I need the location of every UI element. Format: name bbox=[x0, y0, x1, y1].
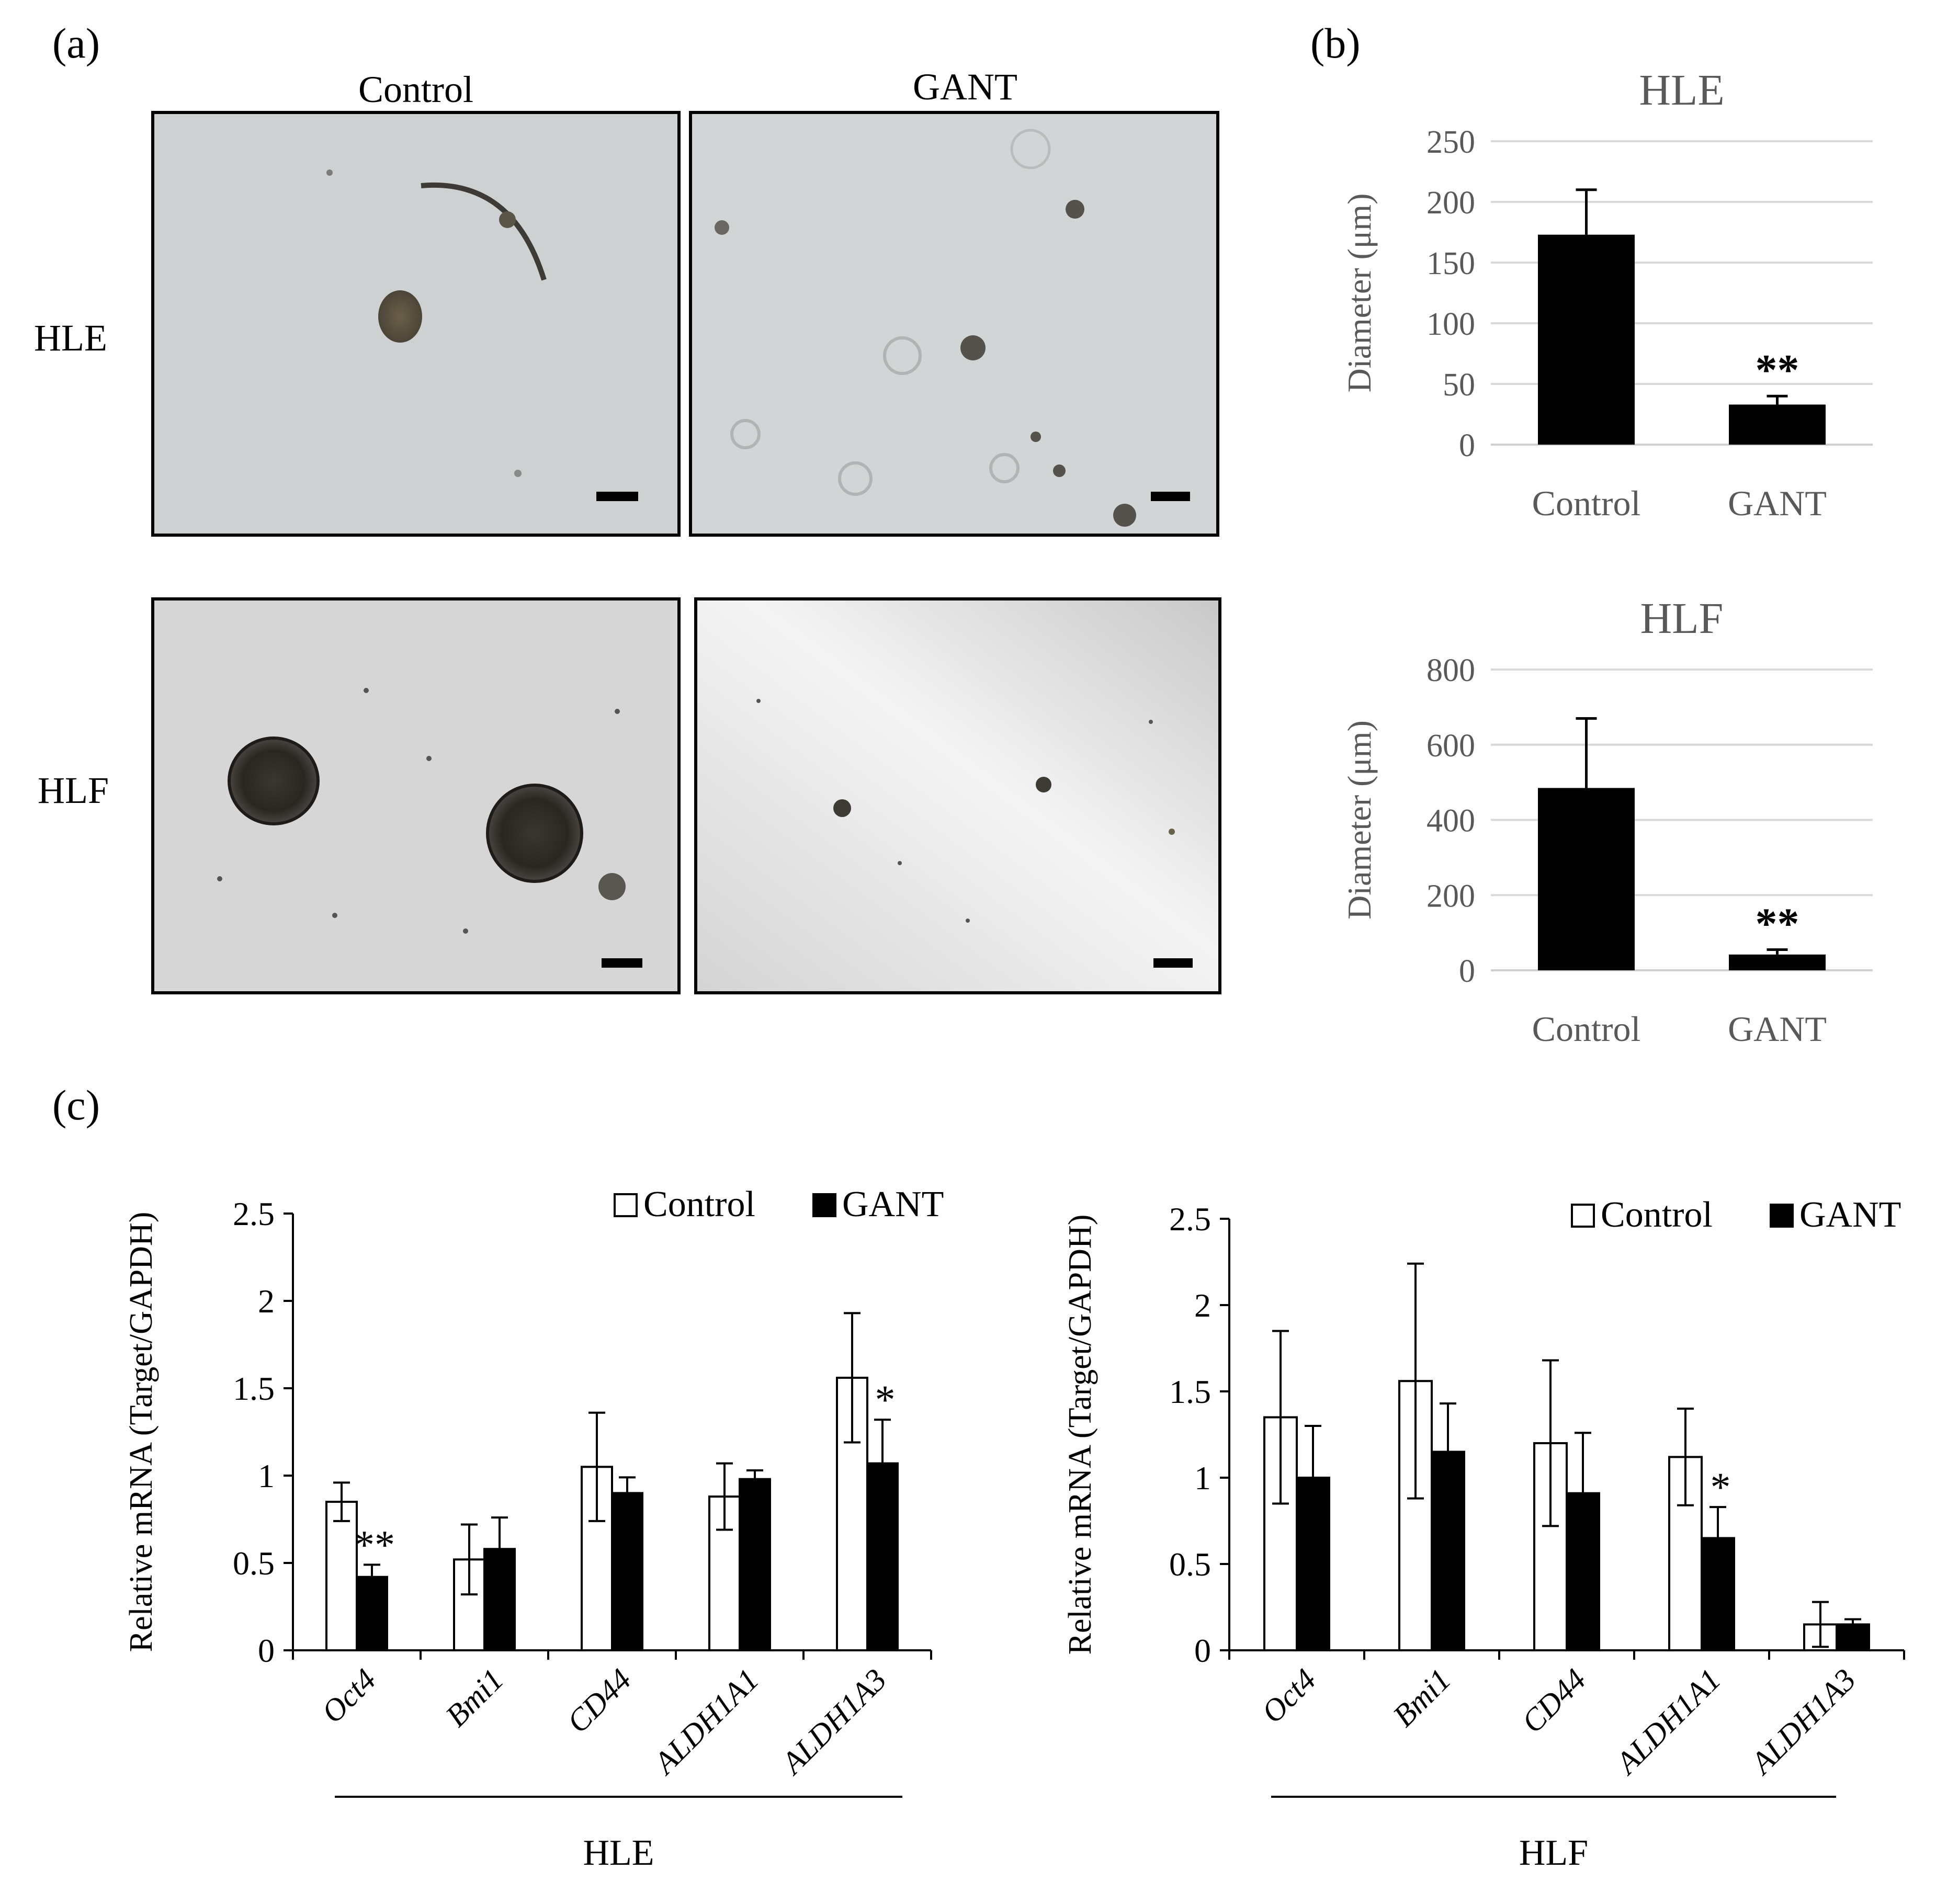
y-tick-label: 50 bbox=[1443, 367, 1475, 403]
y-tick-label: 0 bbox=[1459, 954, 1475, 989]
significance-marker: ** bbox=[1756, 899, 1799, 948]
y-tick-label: 1 bbox=[258, 1457, 275, 1494]
panel-b-label: (b) bbox=[1310, 19, 1361, 67]
x-tick-label: ALDH1A3 bbox=[1743, 1662, 1863, 1782]
legend-swatch-control bbox=[1571, 1204, 1595, 1228]
y-tick-label: 250 bbox=[1426, 124, 1475, 160]
x-tick-label: Control bbox=[1532, 483, 1641, 523]
y-tick-label: 600 bbox=[1426, 728, 1475, 764]
y-axis-label: Relative mRNA (Target/GAPDH) bbox=[1062, 1215, 1098, 1655]
chart-c-hlf: 0 0.5 1 1.5 2 2.5 Relative mRNA (Target/GAPDH)… bbox=[1062, 1195, 1905, 1873]
significance-marker: ** bbox=[1756, 346, 1799, 394]
bar-control bbox=[1538, 788, 1635, 970]
col-label-control: Control bbox=[358, 69, 473, 110]
col-label-gant: GANT bbox=[913, 66, 1017, 108]
y-tick-label: 1.5 bbox=[1169, 1373, 1211, 1410]
significance-marker: ** bbox=[354, 1522, 395, 1567]
bar-control bbox=[1538, 234, 1635, 445]
y-tick-label: 2 bbox=[258, 1283, 275, 1320]
y-axis-label: Relative mRNA (Target/GAPDH) bbox=[123, 1212, 159, 1652]
panel-a: Control GANT HLE HLF bbox=[34, 66, 1221, 994]
y-tick-label: 100 bbox=[1426, 307, 1475, 342]
x-tick-label: Oct4 bbox=[315, 1662, 382, 1730]
legend-label-gant: GANT bbox=[1799, 1195, 1901, 1235]
y-tick-label: 0.5 bbox=[233, 1545, 275, 1582]
chart-title: HLF bbox=[1640, 594, 1724, 643]
y-tick-label: 200 bbox=[1426, 185, 1475, 221]
x-tick-label: Oct4 bbox=[1255, 1662, 1322, 1730]
y-tick-label: 1 bbox=[1194, 1459, 1211, 1497]
x-axis-label: HLF bbox=[1519, 1833, 1588, 1873]
x-axis-label: HLE bbox=[583, 1833, 654, 1873]
y-tick-label: 2 bbox=[1194, 1287, 1211, 1324]
y-tick-label: 800 bbox=[1426, 653, 1475, 688]
panel-c-label: (c) bbox=[52, 1081, 100, 1129]
row-label-hle: HLE bbox=[34, 317, 107, 359]
legend-swatch-gant bbox=[812, 1193, 836, 1217]
chart-title: HLE bbox=[1639, 66, 1724, 115]
row-label-hlf: HLF bbox=[38, 769, 109, 811]
chart-b-hlf: HLF 0 200 400 600 800 Diameter (μm) Control GANT… bbox=[1341, 594, 1873, 1049]
y-tick-label: 150 bbox=[1426, 246, 1475, 281]
y-axis-label: Diameter (μm) bbox=[1341, 720, 1378, 920]
x-tick-label: Bmi1 bbox=[439, 1662, 510, 1733]
x-tick-label: ALDH1A1 bbox=[646, 1662, 766, 1782]
y-tick-label: 2.5 bbox=[233, 1195, 275, 1232]
x-tick-label: CD44 bbox=[1515, 1662, 1592, 1740]
x-tick-label: GANT bbox=[1728, 483, 1827, 523]
micrograph-hle-control bbox=[151, 111, 681, 537]
significance-marker: * bbox=[875, 1377, 896, 1422]
y-tick-label: 0 bbox=[1459, 428, 1475, 463]
x-tick-label: Control bbox=[1532, 1009, 1641, 1049]
micrograph-hlf-control bbox=[151, 597, 681, 994]
bar-gant-cd44 bbox=[611, 1492, 643, 1651]
x-tick-label: Bmi1 bbox=[1386, 1662, 1457, 1733]
legend-swatch-gant bbox=[1770, 1204, 1794, 1228]
micrograph-hle-gant bbox=[689, 111, 1219, 537]
legend-swatch-control bbox=[614, 1193, 638, 1217]
chart-b-hle: HLE 0 50 100 150 200 250 Diameter (μm) Control GA… bbox=[1341, 66, 1873, 523]
x-tick-label: ALDH1A1 bbox=[1608, 1662, 1728, 1782]
x-tick-label: GANT bbox=[1728, 1009, 1827, 1049]
y-tick-label: 200 bbox=[1426, 878, 1475, 914]
y-tick-label: 400 bbox=[1426, 803, 1475, 839]
panel-a-label: (a) bbox=[52, 19, 100, 67]
y-axis-label: Diameter (μm) bbox=[1341, 194, 1378, 393]
legend-label-control: Control bbox=[643, 1184, 755, 1225]
bar-gant-aldh1a1 bbox=[739, 1478, 771, 1651]
y-tick-label: 2.5 bbox=[1169, 1200, 1211, 1238]
y-tick-label: 0 bbox=[258, 1632, 275, 1669]
y-tick-label: 0.5 bbox=[1169, 1546, 1211, 1583]
legend-label-gant: GANT bbox=[842, 1184, 944, 1225]
bar-gant bbox=[1729, 404, 1826, 445]
bar-gant bbox=[1729, 954, 1826, 970]
y-tick-label: 0 bbox=[1194, 1632, 1211, 1669]
bar-control-oct4 bbox=[325, 1501, 358, 1652]
x-tick-label: ALDH1A3 bbox=[774, 1662, 893, 1782]
chart-c-hle: 0 0.5 1 1.5 2 2.5 Relative mRNA (Target/GAPDH)… bbox=[123, 1184, 944, 1873]
legend-label-control: Control bbox=[1601, 1195, 1713, 1235]
x-tick-label: CD44 bbox=[560, 1662, 638, 1740]
micrograph-hlf-gant bbox=[694, 597, 1221, 994]
y-tick-label: 1.5 bbox=[233, 1370, 275, 1407]
significance-marker: * bbox=[1711, 1464, 1731, 1510]
